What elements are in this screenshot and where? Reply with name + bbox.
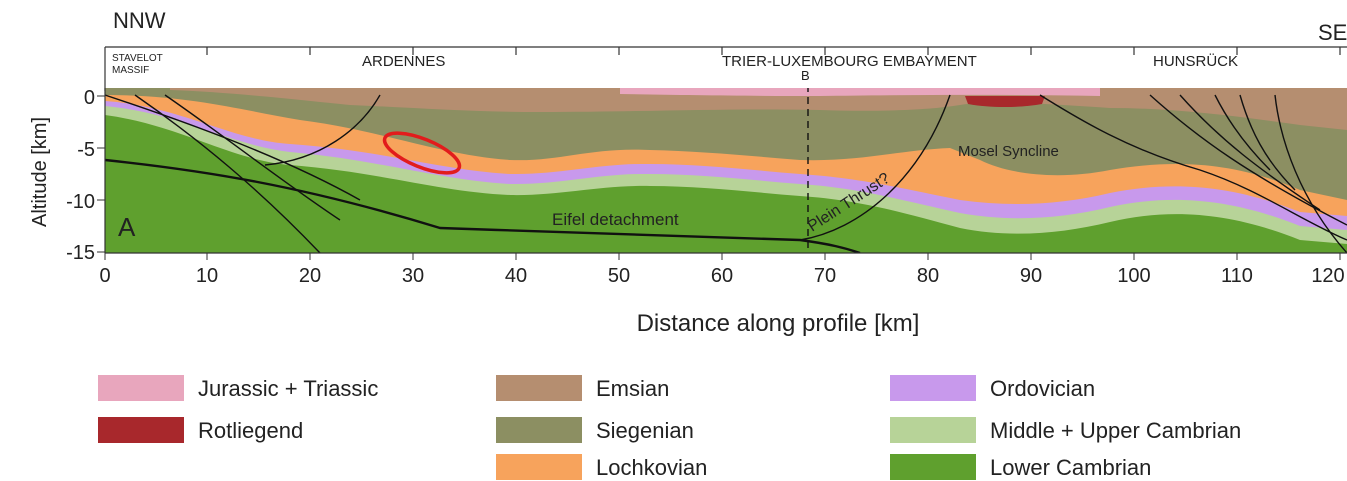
y-axis-label: Altitude [km] <box>29 117 51 227</box>
y-tick-neg5: -5 <box>77 139 95 161</box>
legend-swatch <box>890 417 976 443</box>
legend-swatch <box>496 454 582 480</box>
legend-swatch <box>890 375 976 401</box>
x-tick-120: 120 <box>1311 265 1344 287</box>
legend-label: Siegenian <box>596 418 694 443</box>
legend-label: Rotliegend <box>198 418 304 443</box>
eifel-detachment-line <box>105 158 861 253</box>
region-hunsruck: HUNSRÜCK <box>1153 52 1238 70</box>
region-stavelot: STAVELOT <box>112 53 163 64</box>
hunsruck-fault-4 <box>1239 94 1296 191</box>
x-axis <box>104 252 1347 260</box>
x-tick-60: 60 <box>711 265 733 287</box>
region-trier-luxembourg: TRIER-LUXEMBOURG EMBAYMENT <box>722 53 977 70</box>
legend-swatch <box>98 417 184 443</box>
thrust-line-1 <box>105 94 361 201</box>
legend-label: Middle + Upper Cambrian <box>990 418 1242 443</box>
legend-label: Ordovician <box>990 376 1096 401</box>
x-tick-90: 90 <box>1020 265 1042 287</box>
thrust-line-3 <box>164 94 341 221</box>
y-tick-neg10: -10 <box>66 191 95 213</box>
region-ardennes: ARDENNES <box>362 53 445 70</box>
y-tick-neg15: -15 <box>66 242 95 264</box>
legend-label: Lower Cambrian <box>990 455 1152 480</box>
region-massif: MASSIF <box>112 65 149 76</box>
legend-label: Emsian <box>596 376 670 401</box>
plein-thrust-line <box>799 94 951 241</box>
thrust-line-2 <box>134 94 321 253</box>
x-tick-0: 0 <box>99 265 110 287</box>
legend-swatch <box>496 417 582 443</box>
layer-emsian <box>170 88 1347 130</box>
x-tick-50: 50 <box>608 265 630 287</box>
x-axis-label: Distance along profile [km] <box>637 310 920 337</box>
direction-left-label: NNW <box>113 8 166 33</box>
mosel-fault-line <box>1039 94 1347 241</box>
direction-right-label: SE <box>1318 20 1347 45</box>
layer-siegenian <box>105 88 1347 200</box>
mosel-syncline-label: Mosel Syncline <box>958 143 1059 160</box>
x-tick-80: 80 <box>917 265 939 287</box>
x-tick-20: 20 <box>299 265 321 287</box>
legend-label: Jurassic + Triassic <box>198 376 379 401</box>
x-tick-100: 100 <box>1117 265 1150 287</box>
hunsruck-fault-3 <box>1214 94 1271 171</box>
legend-label: Lochkovian <box>596 455 708 480</box>
profile-marker-b: B <box>801 68 810 83</box>
ardennes-arc-line <box>264 94 381 166</box>
x-tick-40: 40 <box>505 265 527 287</box>
legend-swatch <box>496 375 582 401</box>
fault-lines <box>105 88 1347 253</box>
legend-swatch <box>890 454 976 480</box>
x-tick-30: 30 <box>402 265 424 287</box>
hunsruck-fault-5 <box>1274 94 1347 253</box>
eifel-detachment-label: Eifel detachment <box>552 210 679 229</box>
legend-swatch <box>98 375 184 401</box>
layer-jurassic-triassic <box>620 88 1100 96</box>
x-tick-70: 70 <box>814 265 836 287</box>
panel-label-a: A <box>118 212 136 242</box>
geology-layers <box>105 88 1347 253</box>
y-axis <box>97 88 106 253</box>
hunsruck-fault-2 <box>1179 94 1321 211</box>
x-tick-110: 110 <box>1221 265 1253 287</box>
highlight-ellipse <box>382 131 462 175</box>
x-tick-10: 10 <box>196 265 218 287</box>
y-tick-0: 0 <box>84 87 95 109</box>
layer-rotliegend <box>965 96 1045 107</box>
